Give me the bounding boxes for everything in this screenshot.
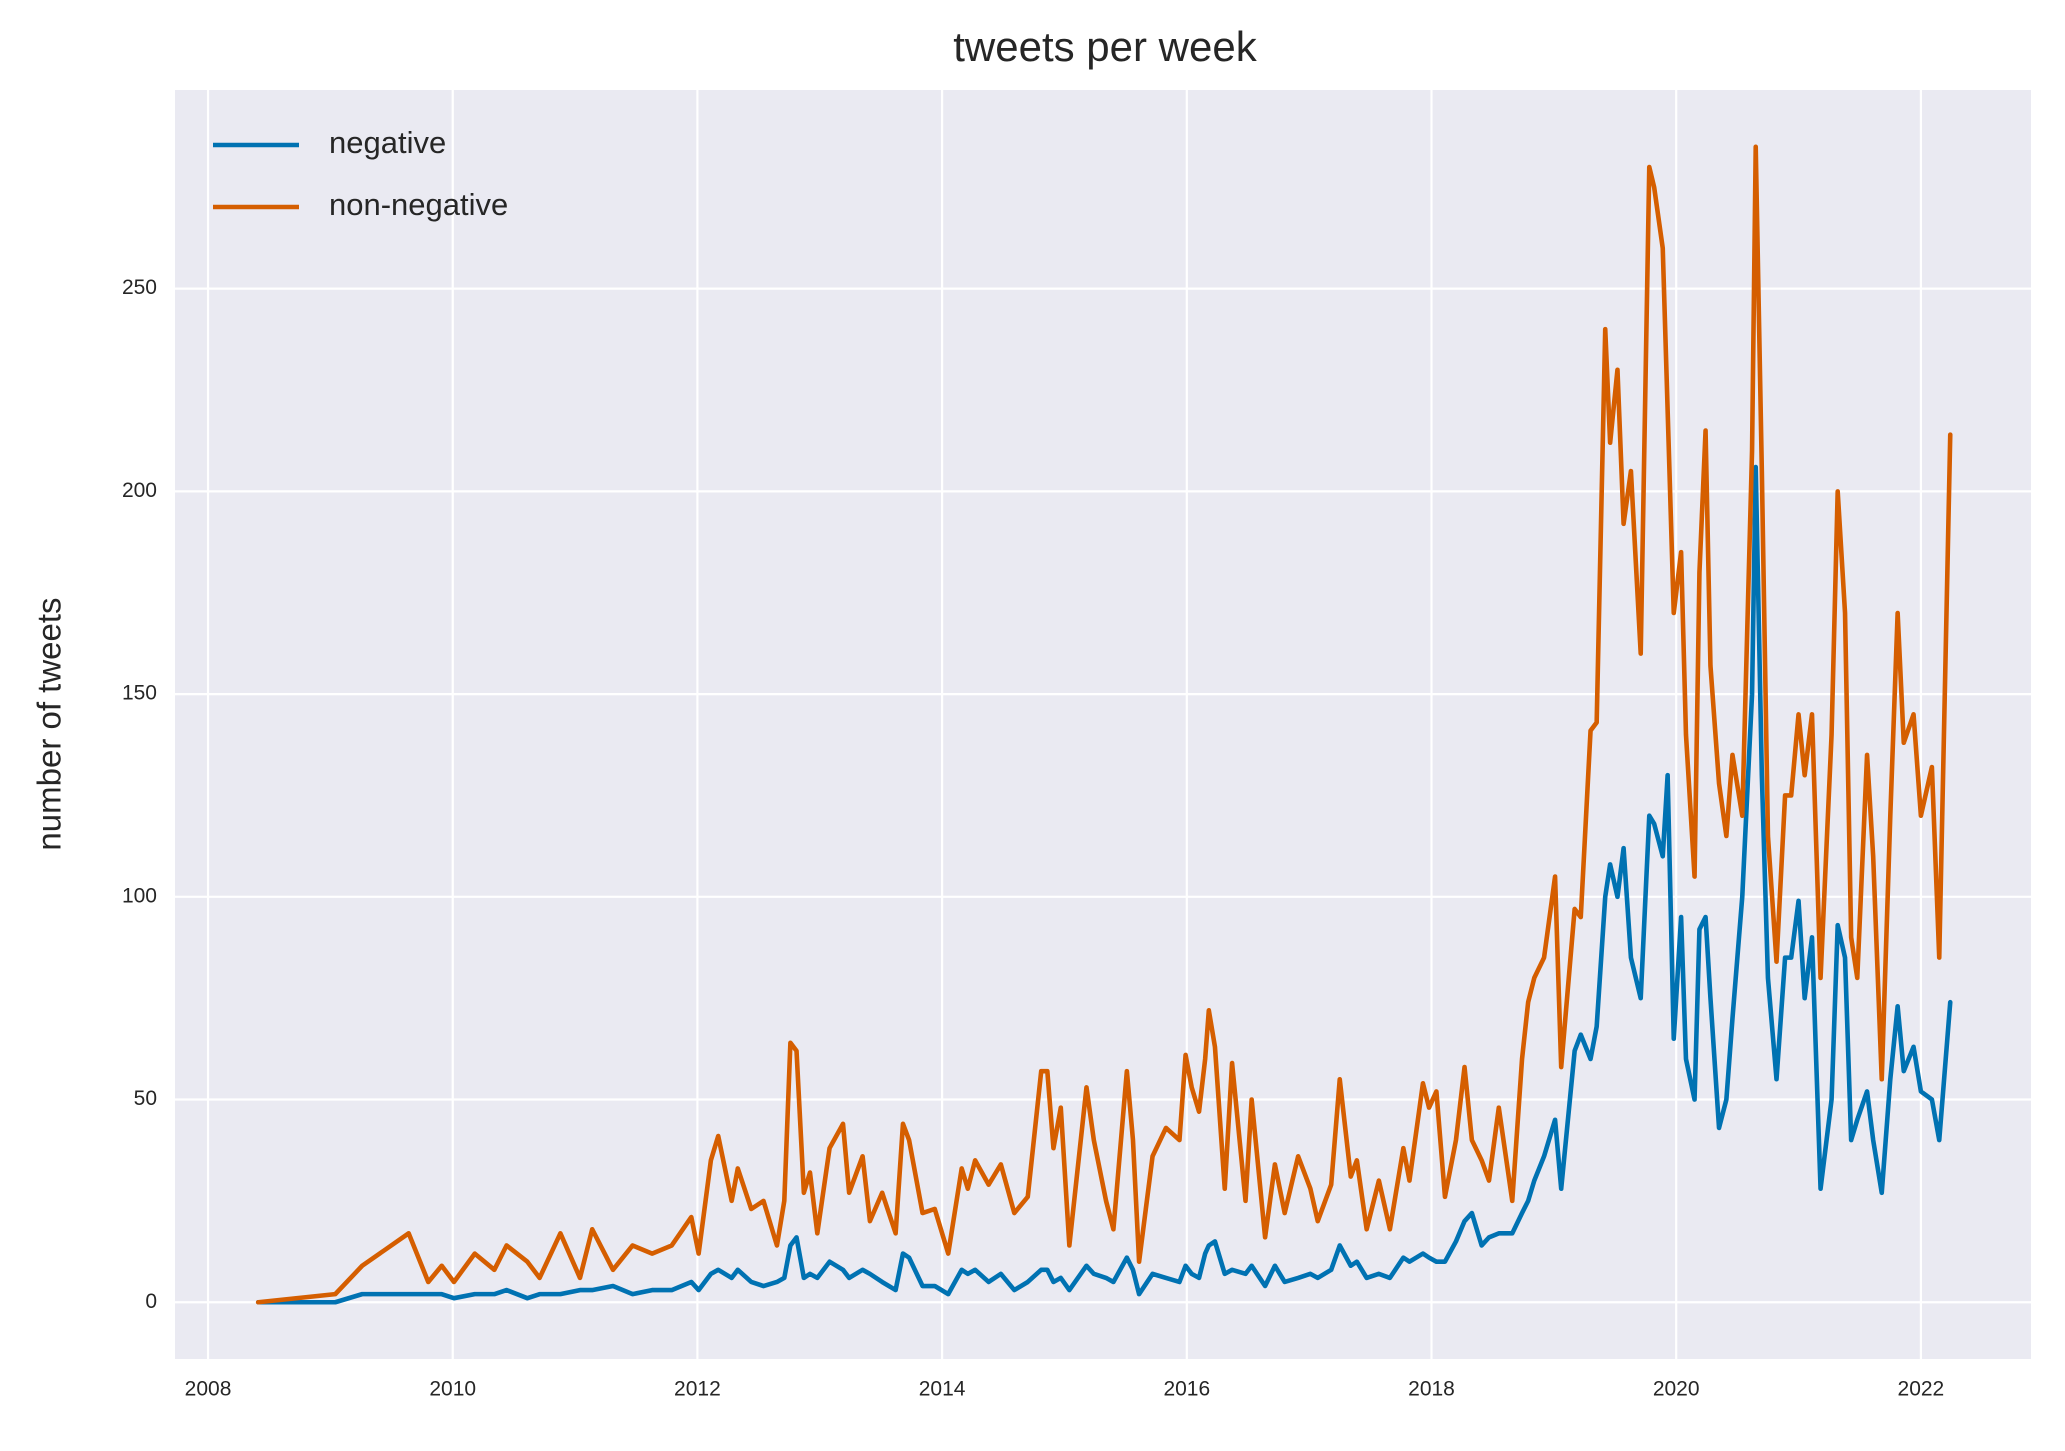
y-tick-label: 100 [122, 884, 157, 907]
y-tick-label: 200 [122, 479, 157, 502]
x-tick-label: 2008 [185, 1378, 232, 1401]
x-tick-label: 2010 [429, 1378, 476, 1401]
legend-label: negative [329, 125, 446, 160]
y-tick-label: 250 [122, 276, 157, 299]
lines [255, 144, 1953, 1305]
legend: negative non-negative [213, 125, 508, 222]
legend-label: non-negative [329, 187, 508, 222]
grid [175, 90, 2031, 1359]
plot-area [175, 90, 2031, 1359]
data-line [255, 144, 1953, 1305]
ticks: 0 50 100 150 200 250 2008 2010 2012 2014 2016 2018 2… [122, 276, 1944, 1400]
y-tick-label: 50 [134, 1087, 157, 1110]
data-line [255, 464, 1953, 1305]
x-tick-label: 2012 [674, 1378, 721, 1401]
x-tick-label: 2016 [1163, 1378, 1210, 1401]
x-tick-label: 2014 [919, 1378, 966, 1401]
y-axis-label: number of tweets [31, 597, 68, 850]
x-tick-label: 2020 [1653, 1378, 1700, 1401]
y-tick-label: 0 [145, 1290, 157, 1313]
y-tick-label: 150 [122, 682, 157, 705]
x-tick-label: 2018 [1408, 1378, 1455, 1401]
chart-title: tweets per week [953, 23, 1257, 70]
x-tick-label: 2022 [1898, 1378, 1945, 1401]
